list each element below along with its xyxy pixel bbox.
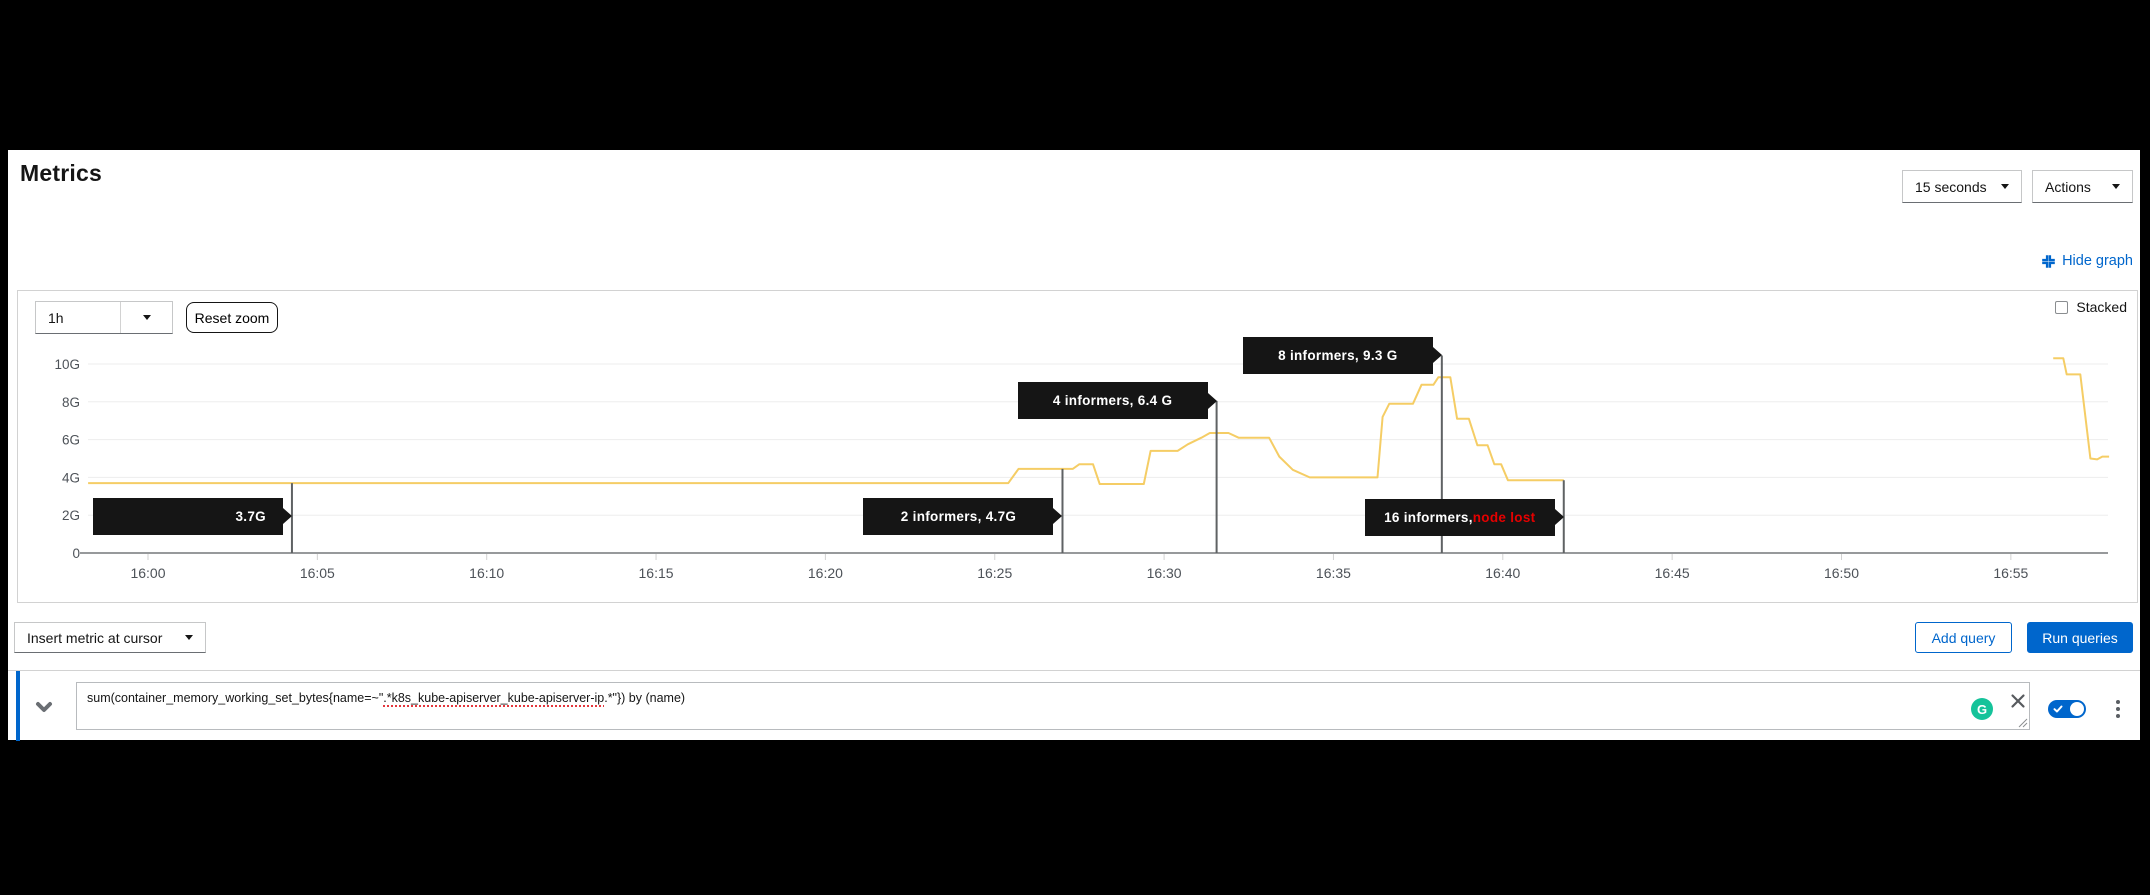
stacked-option: Stacked — [2055, 299, 2127, 315]
tooltip-arrow — [1053, 508, 1063, 525]
y-axis-tick-label: 10G — [54, 357, 80, 372]
graph-panel: 0 2G 4G 6G 8G 10G 16:00 16:05 16:10 16:15 16:20 16:… — [17, 290, 2138, 603]
chart-annotation: 2 informers, 4.7G — [863, 497, 1063, 535]
actions-select[interactable]: Actions — [2032, 170, 2133, 203]
query-row: sum(container_memory_working_set_bytes{n… — [8, 670, 2140, 741]
chevron-down-icon — [2001, 184, 2009, 189]
query-text: .*"}) by (name) — [604, 691, 686, 705]
x-axis-tick-label: 16:35 — [1316, 565, 1351, 581]
toggle-knob — [2070, 702, 2084, 716]
stacked-checkbox[interactable] — [2055, 300, 2069, 314]
stacked-label: Stacked — [2076, 299, 2127, 315]
x-axis-tick-label: 16:05 — [300, 565, 335, 581]
chevron-down-icon — [120, 302, 172, 333]
y-axis-tick-label: 2G — [62, 508, 80, 523]
y-axis-tick-label: 4G — [62, 470, 80, 485]
y-axis-tick-label: 8G — [62, 395, 80, 410]
query-text: sum(container_memory_working_set_bytes{n… — [87, 691, 384, 705]
chart-annotation: 16 informers, node lost — [1364, 498, 1564, 536]
clear-query-icon[interactable] — [2009, 692, 2027, 710]
chevron-down-icon — [2112, 184, 2120, 189]
x-axis-tick-label: 16:50 — [1824, 565, 1859, 581]
chart-annotation: 4 informers, 6.4 G — [1017, 382, 1217, 420]
insert-metric-value: Insert metric at cursor — [27, 629, 163, 646]
collapse-query-chevron-icon[interactable] — [33, 696, 55, 718]
y-axis-tick-label: 6G — [62, 433, 80, 448]
compress-icon — [2041, 254, 2056, 269]
tooltip-arrow — [1207, 392, 1217, 409]
query-kebab-menu-icon[interactable] — [2110, 695, 2126, 723]
run-queries-button[interactable]: Run queries — [2027, 622, 2133, 653]
add-query-button[interactable]: Add query — [1915, 622, 2012, 653]
x-axis-tick-label: 16:00 — [130, 565, 165, 581]
x-axis-tick-label: 16:30 — [1147, 565, 1182, 581]
x-axis-tick-label: 16:10 — [469, 565, 504, 581]
x-axis-tick-label: 16:25 — [977, 565, 1012, 581]
query-text-spellcheck: .*k8s_kube-apiserver_kube-apiserver-ip — [383, 691, 605, 705]
x-axis-tick-label: 16:15 — [639, 565, 674, 581]
actions-value: Actions — [2045, 178, 2091, 195]
grammarly-icon[interactable]: G — [1971, 698, 1993, 720]
query-accent-bar — [16, 671, 20, 741]
series-line — [2053, 357, 2110, 461]
query-expression-input[interactable]: sum(container_memory_working_set_bytes{n… — [76, 682, 2030, 730]
y-axis-tick-label: 0 — [72, 546, 80, 561]
x-axis-tick-label: 16:20 — [808, 565, 843, 581]
tooltip-arrow — [1554, 509, 1564, 526]
tooltip-arrow — [1432, 347, 1442, 364]
chart-annotation: 3.7G — [92, 497, 292, 535]
tooltip-arrow — [282, 508, 292, 525]
reset-zoom-button[interactable]: Reset zoom — [186, 302, 278, 333]
time-range-select[interactable]: 1h — [35, 301, 173, 334]
x-axis-tick-label: 16:40 — [1485, 565, 1520, 581]
resize-handle[interactable] — [2017, 717, 2028, 728]
time-range-value: 1h — [48, 309, 64, 326]
series-line — [88, 376, 1564, 485]
refresh-interval-select[interactable]: 15 seconds — [1902, 170, 2022, 203]
chart-annotation: 8 informers, 9.3 G — [1242, 336, 1442, 374]
hide-graph-label: Hide graph — [2062, 253, 2133, 269]
metrics-page: Metrics 15 seconds Actions Hide graph 0 2… — [8, 150, 2140, 741]
annotation-alert-text: node lost — [1472, 509, 1536, 525]
insert-metric-select[interactable]: Insert metric at cursor — [14, 622, 206, 653]
memory-usage-chart[interactable]: 0 2G 4G 6G 8G 10G 16:00 16:05 16:10 16:15 16:20 16:… — [18, 291, 2137, 602]
enable-query-toggle[interactable] — [2048, 700, 2086, 718]
refresh-interval-value: 15 seconds — [1915, 178, 1987, 195]
page-title: Metrics — [20, 160, 102, 186]
x-axis-tick-label: 16:55 — [1993, 565, 2028, 581]
chevron-down-icon — [185, 635, 193, 640]
x-axis-tick-label: 16:45 — [1655, 565, 1690, 581]
chart-svg: 0 2G 4G 6G 8G 10G 16:00 16:05 16:10 16:15 16:20 16:… — [54, 355, 2110, 581]
hide-graph-link[interactable]: Hide graph — [2041, 253, 2133, 269]
